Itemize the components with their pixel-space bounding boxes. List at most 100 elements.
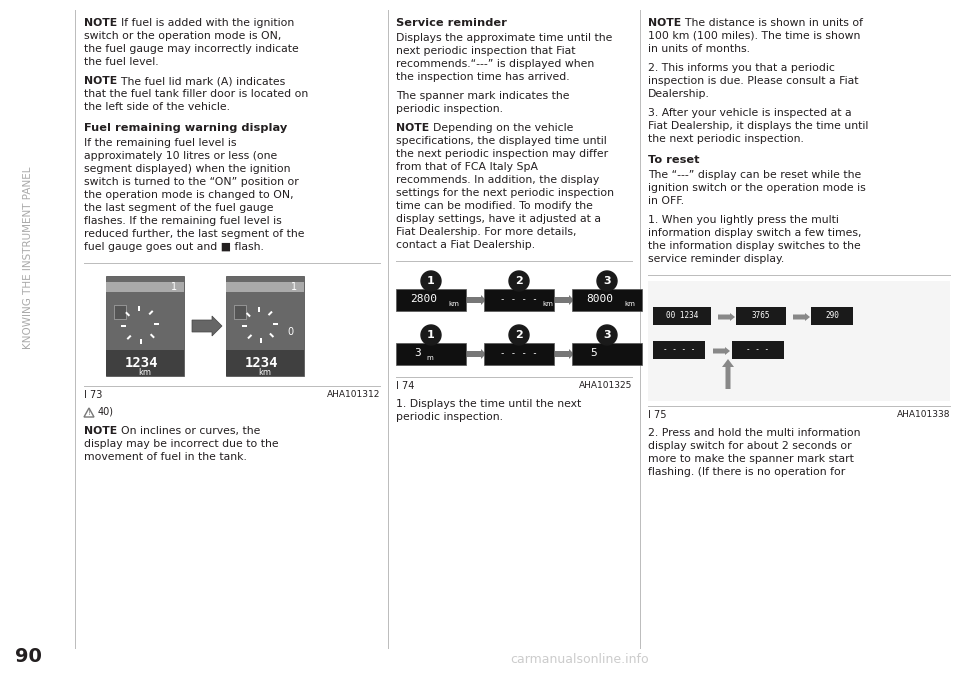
Text: 1: 1 xyxy=(427,330,435,340)
Bar xyxy=(242,325,247,327)
Bar xyxy=(127,335,132,340)
Text: fuel gauge goes out and ■ flash.: fuel gauge goes out and ■ flash. xyxy=(84,242,264,252)
Text: flashes. If the remaining fuel level is: flashes. If the remaining fuel level is xyxy=(84,216,281,226)
Bar xyxy=(234,305,246,319)
Text: the fuel level.: the fuel level. xyxy=(84,57,158,67)
Text: If the remaining fuel level is: If the remaining fuel level is xyxy=(84,138,236,148)
Text: KNOWING THE INSTRUMENT PANEL: KNOWING THE INSTRUMENT PANEL xyxy=(23,166,33,349)
Text: the information display switches to the: the information display switches to the xyxy=(648,241,861,251)
Text: 1: 1 xyxy=(171,282,177,292)
Bar xyxy=(572,289,642,311)
Text: switch or the operation mode is ON,: switch or the operation mode is ON, xyxy=(84,31,281,41)
Text: the next periodic inspection.: the next periodic inspection. xyxy=(648,134,804,144)
Text: periodic inspection.: periodic inspection. xyxy=(396,104,503,114)
Bar xyxy=(268,311,273,316)
Text: the next periodic inspection may differ: the next periodic inspection may differ xyxy=(396,149,608,159)
Bar xyxy=(114,305,126,319)
Text: periodic inspection.: periodic inspection. xyxy=(396,412,503,422)
Bar xyxy=(226,350,304,376)
Text: Displays the approximate time until the: Displays the approximate time until the xyxy=(396,33,612,43)
Bar xyxy=(396,289,466,311)
Text: km: km xyxy=(624,301,635,307)
Text: AHA101338: AHA101338 xyxy=(897,410,950,419)
Text: m: m xyxy=(426,355,433,361)
Bar xyxy=(138,306,140,311)
Text: time can be modified. To modify the: time can be modified. To modify the xyxy=(396,201,593,211)
Bar xyxy=(260,338,262,343)
Bar xyxy=(273,323,278,325)
Text: 2. This informs you that a periodic: 2. This informs you that a periodic xyxy=(648,63,835,73)
Text: Fiat Dealership. For more details,: Fiat Dealership. For more details, xyxy=(396,227,577,237)
Text: The spanner mark indicates the: The spanner mark indicates the xyxy=(396,91,569,101)
Text: display may be incorrect due to the: display may be incorrect due to the xyxy=(84,439,278,449)
Circle shape xyxy=(597,325,617,345)
Text: NOTE: NOTE xyxy=(648,18,682,28)
FancyArrow shape xyxy=(467,295,486,305)
Text: NOTE: NOTE xyxy=(396,123,429,133)
Bar xyxy=(140,339,142,344)
Text: 3. After your vehicle is inspected at a: 3. After your vehicle is inspected at a xyxy=(648,108,852,118)
Text: 2: 2 xyxy=(516,276,523,286)
Text: the left side of the vehicle.: the left side of the vehicle. xyxy=(84,102,230,112)
Bar xyxy=(258,307,260,312)
Text: the inspection time has arrived.: the inspection time has arrived. xyxy=(396,72,569,82)
FancyArrow shape xyxy=(555,295,574,305)
Text: If fuel is added with the ignition: If fuel is added with the ignition xyxy=(114,18,295,28)
Text: On inclines or curves, the: On inclines or curves, the xyxy=(114,426,260,436)
Text: The fuel lid mark (A) indicates: The fuel lid mark (A) indicates xyxy=(114,76,285,86)
Text: I 73: I 73 xyxy=(84,390,103,400)
Text: Dealership.: Dealership. xyxy=(648,89,709,99)
Bar xyxy=(106,282,184,292)
Text: 40): 40) xyxy=(98,407,114,417)
Text: 1234: 1234 xyxy=(125,356,158,370)
Text: - - - -: - - - - xyxy=(500,294,538,304)
Text: more to make the spanner mark start: more to make the spanner mark start xyxy=(648,454,853,464)
Text: reduced further, the last segment of the: reduced further, the last segment of the xyxy=(84,229,304,239)
Text: inspection is due. Please consult a Fiat: inspection is due. Please consult a Fiat xyxy=(648,76,858,86)
Text: segment displayed) when the ignition: segment displayed) when the ignition xyxy=(84,164,291,174)
Text: Service reminder: Service reminder xyxy=(396,18,507,28)
Text: 100 km (100 miles). The time is shown: 100 km (100 miles). The time is shown xyxy=(648,31,860,41)
Text: To reset: To reset xyxy=(648,155,700,165)
FancyArrow shape xyxy=(467,349,486,359)
Bar xyxy=(572,343,642,365)
Circle shape xyxy=(421,325,441,345)
Bar xyxy=(125,312,131,317)
Bar xyxy=(653,307,711,325)
Text: I 74: I 74 xyxy=(396,381,415,391)
Text: display settings, have it adjusted at a: display settings, have it adjusted at a xyxy=(396,214,601,224)
Text: NOTE: NOTE xyxy=(84,18,117,28)
Text: NOTE: NOTE xyxy=(84,76,117,86)
Text: settings for the next periodic inspection: settings for the next periodic inspectio… xyxy=(396,188,614,198)
Bar xyxy=(269,333,275,338)
Text: 00 1234: 00 1234 xyxy=(666,311,698,321)
FancyArrow shape xyxy=(713,347,730,355)
Text: AHA101325: AHA101325 xyxy=(579,381,632,390)
Text: 3765: 3765 xyxy=(752,311,770,321)
Text: the fuel gauge may incorrectly indicate: the fuel gauge may incorrectly indicate xyxy=(84,44,299,54)
Text: 90: 90 xyxy=(14,647,41,666)
Bar xyxy=(149,310,154,315)
Text: 290: 290 xyxy=(825,311,839,321)
Bar xyxy=(396,343,466,365)
Text: switch is turned to the “ON” position or: switch is turned to the “ON” position or xyxy=(84,177,299,187)
FancyArrow shape xyxy=(192,316,222,336)
Text: Depending on the vehicle: Depending on the vehicle xyxy=(426,123,573,133)
Text: km: km xyxy=(542,301,553,307)
Text: recommends. In addition, the display: recommends. In addition, the display xyxy=(396,175,599,185)
Text: 2. Press and hold the multi information: 2. Press and hold the multi information xyxy=(648,428,860,438)
FancyArrow shape xyxy=(718,313,735,321)
Text: 1. When you lightly press the multi: 1. When you lightly press the multi xyxy=(648,215,839,225)
Text: 3: 3 xyxy=(415,348,421,358)
Bar xyxy=(732,341,784,359)
Text: 8000: 8000 xyxy=(587,294,613,304)
Text: - - - -: - - - - xyxy=(500,348,538,357)
Text: the last segment of the fuel gauge: the last segment of the fuel gauge xyxy=(84,203,274,213)
Bar xyxy=(121,325,126,327)
Text: km: km xyxy=(448,301,459,307)
Text: 1234: 1234 xyxy=(245,356,278,370)
Bar xyxy=(484,343,554,365)
Bar xyxy=(226,282,304,292)
Bar xyxy=(246,313,251,317)
Bar xyxy=(248,334,252,339)
